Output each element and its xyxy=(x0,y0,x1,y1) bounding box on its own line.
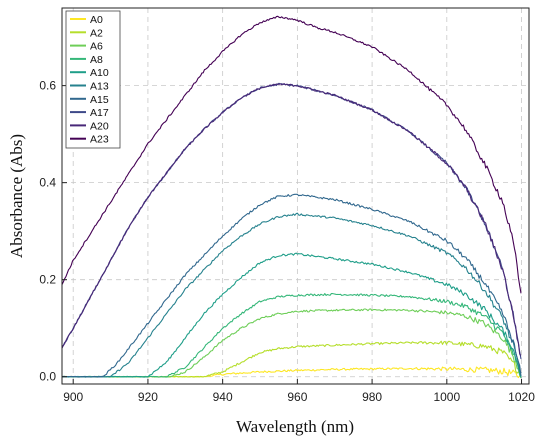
legend-label: A23 xyxy=(90,134,109,146)
y-tick-label: 0.0 xyxy=(39,370,56,384)
legend-label: A8 xyxy=(90,54,103,66)
series-line-a8 xyxy=(61,292,522,378)
series-line-a15 xyxy=(61,193,522,378)
series-line-a23 xyxy=(61,15,522,294)
x-tick-label: 900 xyxy=(63,390,83,404)
series-line-a10 xyxy=(61,252,522,378)
y-tick-label: 0.4 xyxy=(39,176,56,190)
legend-label: A6 xyxy=(90,41,103,53)
x-tick-label: 980 xyxy=(362,390,382,404)
x-tick-label: 1000 xyxy=(433,390,460,404)
y-tick-label: 0.6 xyxy=(39,79,56,93)
legend-label: A15 xyxy=(90,94,109,106)
x-tick-label: 940 xyxy=(213,390,233,404)
series-line-a13 xyxy=(61,212,522,378)
axis-ticks: 900 920 940 960 980 1000 1020 0.0 0.2 0.4 0.6 xyxy=(39,79,535,404)
series-line-a17 xyxy=(61,82,522,360)
series-lines xyxy=(61,15,522,379)
y-axis-title: Absorbance (Abs) xyxy=(7,134,26,258)
legend-label: A13 xyxy=(90,81,109,93)
x-tick-label: 1020 xyxy=(508,390,535,404)
series-line-a20 xyxy=(61,83,522,356)
x-tick-label: 920 xyxy=(138,390,158,404)
plot-frame xyxy=(61,7,530,385)
grid xyxy=(62,8,529,384)
legend-label: A2 xyxy=(90,27,103,39)
legend-label: A0 xyxy=(90,14,103,26)
y-tick-label: 0.2 xyxy=(39,273,56,287)
x-tick-label: 960 xyxy=(287,390,307,404)
legend-label: A20 xyxy=(90,120,109,132)
legend-label: A17 xyxy=(90,107,109,119)
x-axis-title: Wavelength (nm) xyxy=(236,417,354,436)
legend-label: A10 xyxy=(90,67,109,79)
